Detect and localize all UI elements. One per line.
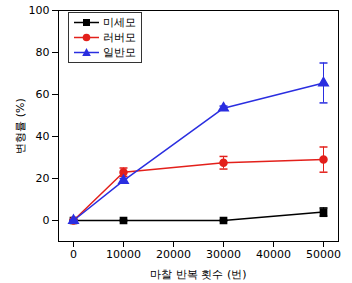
svg-text:20: 20 — [36, 172, 50, 185]
svg-text:60: 60 — [36, 88, 50, 101]
html-text:미세모: 미세모 — [103, 16, 136, 29]
svg-text:100: 100 — [29, 4, 50, 17]
svg-text:50000: 50000 — [306, 248, 341, 261]
svg-text:20000: 20000 — [156, 248, 191, 261]
html-text:러버모: 러버모 — [103, 31, 136, 44]
svg-text:10000: 10000 — [106, 248, 141, 261]
svg-text:80: 80 — [36, 46, 50, 59]
html-text:일반모: 일반모 — [103, 46, 136, 59]
svg-text:0: 0 — [70, 248, 77, 261]
svg-text:40000: 40000 — [256, 248, 291, 261]
svg-text:40: 40 — [36, 130, 50, 143]
svg-text:마찰 반복 횟수 (번): 마찰 반복 횟수 (번) — [150, 268, 246, 281]
svg-text:변형률 (%): 변형률 (%) — [14, 98, 27, 154]
svg-text:0: 0 — [43, 214, 50, 227]
svg-text:30000: 30000 — [206, 248, 241, 261]
